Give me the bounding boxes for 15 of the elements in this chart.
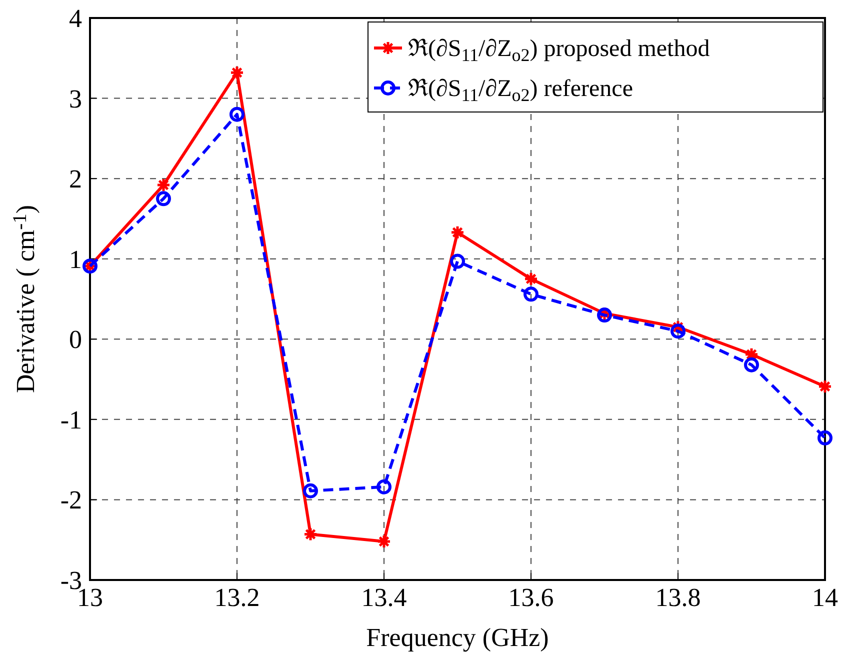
x-axis-title: Frequency (GHz) [366,623,549,652]
y-tick-label: -1 [60,405,82,434]
x-tick-label: 13.6 [508,583,554,612]
y-tick-label: 4 [69,4,82,33]
x-tick-label: 13.2 [214,583,260,612]
x-tick-label: 14 [812,583,838,612]
x-tick-label: 13.4 [361,583,407,612]
y-tick-label: 1 [69,244,82,274]
legend-label: ℜ(∂S$_{11}$/∂Z$_{o2}$) proposed method [408,36,710,66]
y-tick-label: -2 [60,486,82,515]
y-tick-label: 3 [69,84,82,114]
y-tick-label: 2 [69,164,82,194]
x-tick-label: 13.8 [655,583,701,612]
legend-label: ℜ(∂S$_{11}$/∂Z$_{o2}$) reference [408,76,633,106]
y-tick-label: 0 [69,325,82,354]
